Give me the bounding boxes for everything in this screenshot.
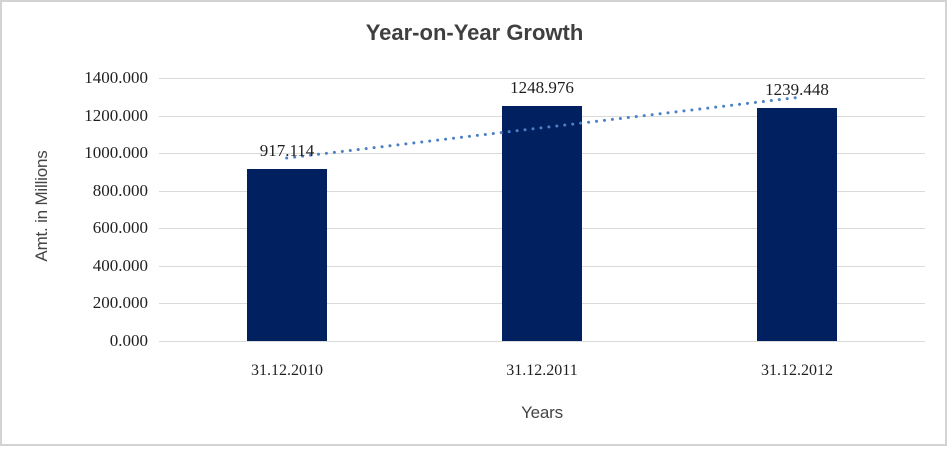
bar-31.12.2012 [757,108,837,341]
bar-31.12.2011 [502,106,582,341]
y-tick-label: 200.000 [92,293,148,312]
y-tick-label: 600.000 [92,218,148,237]
x-tick-label: 31.12.2012 [761,362,833,379]
y-tick-label: 800.000 [92,181,148,200]
x-axis-title: Years [521,403,563,422]
y-tick-label: 0.000 [109,331,148,350]
data-label: 1239.448 [765,80,829,99]
x-tick-label: 31.12.2010 [251,362,323,379]
y-tick-label: 1000.000 [84,143,148,162]
y-tick-label: 1200.000 [84,106,148,125]
bar-31.12.2010 [247,169,327,341]
y-tick-label: 400.000 [92,256,148,275]
gridline [159,78,925,79]
data-label: 1248.976 [510,78,574,97]
y-tick-label: 1400.000 [84,68,148,87]
data-label: 917.114 [259,141,315,160]
x-tick-label: 31.12.2011 [506,362,578,379]
chart-title: Year-on-Year Growth [365,20,584,45]
gridline [159,341,925,342]
